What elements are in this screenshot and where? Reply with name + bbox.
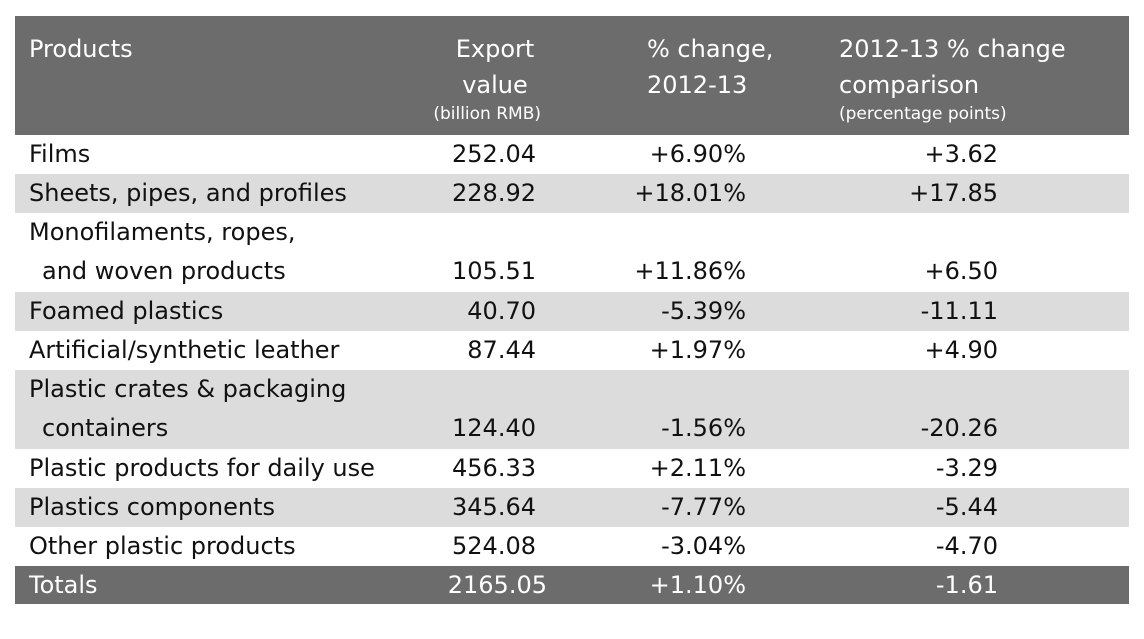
header-pct-line2: 2012-13 xyxy=(647,71,748,99)
pct-change: -5.39% xyxy=(661,297,746,325)
product-name: Sheets, pipes, and profiles xyxy=(29,179,347,207)
comparison-value: +3.62 xyxy=(924,140,998,168)
product-name: Foamed plastics xyxy=(29,297,224,325)
table-row: Foamed plastics 40.70 -5.39% -11.11 xyxy=(15,292,1129,331)
header-comparison: 2012-13 % change comparison xyxy=(839,31,1066,103)
header-comparison-unit: (percentage points) xyxy=(839,104,1007,124)
export-value: 124.40 xyxy=(452,414,536,442)
totals-pct-change: +1.10% xyxy=(649,571,746,599)
table-row: Plastics components 345.64 -7.77% -5.44 xyxy=(15,488,1129,527)
header-products: Products xyxy=(29,35,133,63)
product-name: Plastic crates & packaging xyxy=(29,375,347,403)
totals-row: Totals 2165.05 +1.10% -1.61 xyxy=(15,566,1129,604)
totals-comparison: -1.61 xyxy=(935,571,998,599)
product-name-continued: containers xyxy=(42,414,169,442)
export-value: 228.92 xyxy=(452,179,536,207)
header-export-value: Export value xyxy=(447,31,543,103)
export-value: 345.64 xyxy=(452,493,536,521)
table-header: Products Export value (billion RMB) % ch… xyxy=(15,16,1129,135)
table-row: Monofilaments, ropes, and woven products… xyxy=(15,213,1129,292)
header-pct-change: % change, 2012-13 xyxy=(647,31,773,103)
export-value: 524.08 xyxy=(452,532,536,560)
pct-change: -7.77% xyxy=(661,493,746,521)
pct-change: +2.11% xyxy=(649,454,746,482)
header-cmp-line1: 2012-13 % change xyxy=(839,35,1066,63)
header-export-unit: (billion RMB) xyxy=(433,104,541,124)
product-name: Artificial/synthetic leather xyxy=(29,336,340,364)
pct-change: +6.90% xyxy=(649,140,746,168)
table-row: Artificial/synthetic leather 87.44 +1.97… xyxy=(15,331,1129,370)
totals-label: Totals xyxy=(29,571,98,599)
export-value: 105.51 xyxy=(452,257,536,285)
product-name: Plastic products for daily use xyxy=(29,454,375,482)
comparison-value: -3.29 xyxy=(935,454,998,482)
comparison-value: +4.90 xyxy=(924,336,998,364)
header-export-line2: value xyxy=(462,71,528,99)
totals-export-value: 2165.05 xyxy=(447,571,547,599)
header-cmp-line2: comparison xyxy=(839,71,980,99)
pct-change: +18.01% xyxy=(634,179,746,207)
export-table: Products Export value (billion RMB) % ch… xyxy=(15,16,1129,604)
pct-change: -3.04% xyxy=(661,532,746,560)
product-name: Films xyxy=(29,140,91,168)
table-row: Films 252.04 +6.90% +3.62 xyxy=(15,135,1129,174)
comparison-value: +17.85 xyxy=(909,179,998,207)
table-row: Sheets, pipes, and profiles 228.92 +18.0… xyxy=(15,174,1129,213)
product-name: Plastics components xyxy=(29,493,276,521)
comparison-value: -4.70 xyxy=(935,532,998,560)
pct-change: +1.97% xyxy=(649,336,746,364)
table-row: Plastic crates & packaging containers 12… xyxy=(15,370,1129,449)
export-value: 252.04 xyxy=(452,140,536,168)
export-value: 87.44 xyxy=(467,336,536,364)
comparison-value: -20.26 xyxy=(920,414,998,442)
pct-change: -1.56% xyxy=(661,414,746,442)
comparison-value: +6.50 xyxy=(924,257,998,285)
product-name-continued: and woven products xyxy=(42,257,286,285)
comparison-value: -5.44 xyxy=(935,493,998,521)
export-value: 40.70 xyxy=(467,297,536,325)
product-name: Other plastic products xyxy=(29,532,296,560)
export-value: 456.33 xyxy=(452,454,536,482)
table-row: Other plastic products 524.08 -3.04% -4.… xyxy=(15,527,1129,566)
header-export-line1: Export xyxy=(455,35,535,63)
pct-change: +11.86% xyxy=(634,257,746,285)
header-pct-line1: % change, xyxy=(647,35,774,63)
table-row: Plastic products for daily use 456.33 +2… xyxy=(15,449,1129,488)
product-name: Monofilaments, ropes, xyxy=(29,218,296,246)
comparison-value: -11.11 xyxy=(920,297,998,325)
